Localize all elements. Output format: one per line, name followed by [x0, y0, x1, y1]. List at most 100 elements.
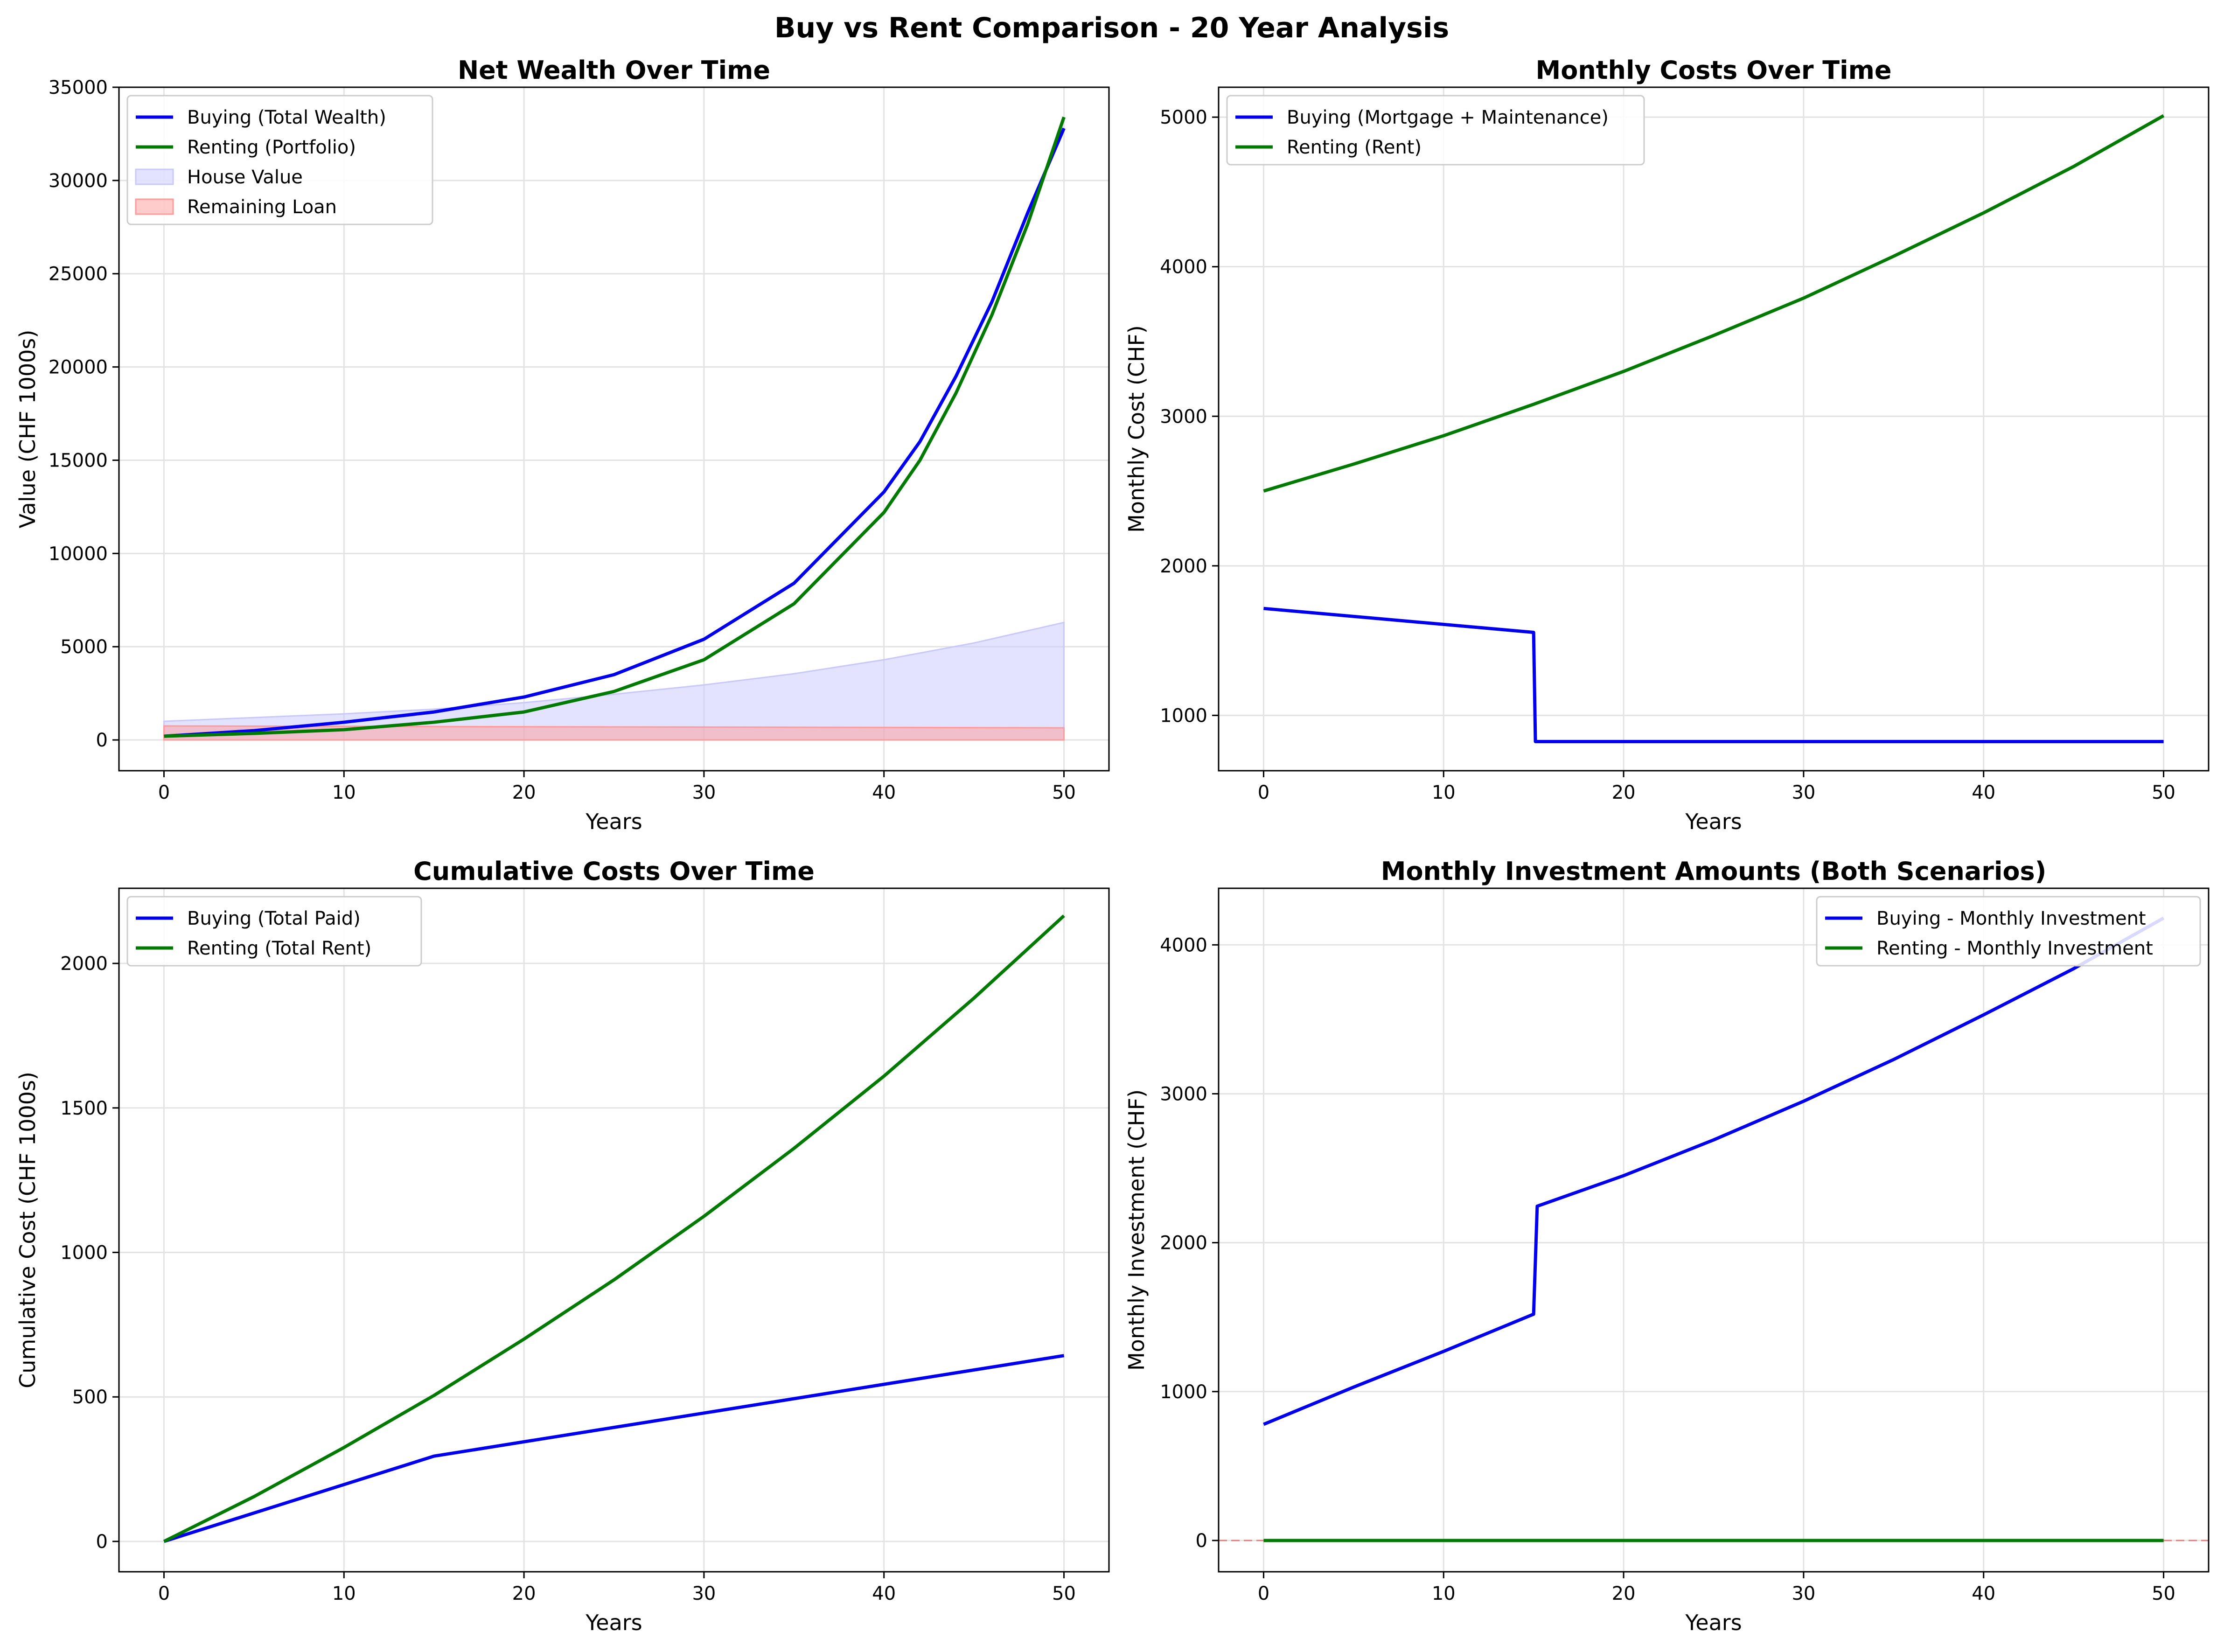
cumulative-costs-axes-frame: [118, 887, 1110, 1573]
cumulative-costs-xlabel: Years: [585, 1610, 642, 1635]
monthly-costs-xtick-label: 10: [1432, 782, 1456, 803]
net-wealth-ytick-label: 20000: [49, 357, 108, 378]
monthly-investment-title: Monthly Investment Amounts (Both Scenari…: [1381, 857, 2047, 886]
monthly-investment-xtick-label: 50: [2152, 1583, 2175, 1604]
net-wealth-legend-label: Buying (Total Wealth): [187, 107, 386, 128]
cumulative-costs-legend: Buying (Total Paid) Renting (Total Rent): [126, 896, 422, 967]
monthly-costs-ytick-label: 3000: [1160, 406, 1207, 427]
net-wealth-ytick-label: 30000: [49, 170, 108, 192]
net-wealth-xtick-label: 10: [332, 782, 356, 803]
net-wealth-ytick-label: 5000: [60, 636, 108, 658]
monthly-investment-xtick-label: 0: [1258, 1583, 1269, 1604]
cumulative-costs-ytick-label: 2000: [60, 953, 108, 975]
cumulative-costs-ylabel: Cumulative Cost (CHF 1000s): [15, 1072, 40, 1388]
figure-suptitle: Buy vs Rent Comparison - 20 Year Analysi…: [774, 12, 1449, 44]
net-wealth-line-buying-total-wealth-: [164, 127, 1066, 738]
monthly-costs-legend-label: Buying (Mortgage + Maintenance): [1287, 107, 1609, 128]
net-wealth-legend: Buying (Total Wealth) Renting (Portfolio)…: [126, 95, 433, 225]
cumulative-costs-ytick-label: 500: [72, 1387, 108, 1408]
monthly-investment-plot-area: [1219, 916, 2209, 1542]
monthly-investment-ytick-label: 1000: [1160, 1381, 1207, 1403]
net-wealth-ylabel: Value (CHF 1000s): [15, 330, 40, 529]
net-wealth-xlabel: Years: [585, 809, 642, 834]
cumulative-costs-ytick-label: 0: [96, 1531, 108, 1553]
monthly-investment-ytick-label: 0: [1196, 1530, 1207, 1552]
monthly-investment-xtick-label: 20: [1612, 1583, 1636, 1604]
monthly-investment-xlabel: Years: [1685, 1610, 1742, 1635]
cumulative-costs-title: Cumulative Costs Over Time: [413, 857, 815, 886]
net-wealth-ytick-label: 10000: [49, 543, 108, 565]
cumulative-costs-xtick-label: 10: [332, 1583, 356, 1604]
monthly-costs-panel: 0 10 20 30 40 50 1000 2000 3000 4000 5000 Monthly C…: [1124, 56, 2210, 834]
monthly-costs-legend: Buying (Mortgage + Maintenance) Renting (…: [1226, 95, 1645, 166]
monthly-investment-xtick-label: 30: [1792, 1583, 1815, 1604]
cumulative-costs-xtick-label: 30: [692, 1583, 716, 1604]
monthly-costs-xlabel: Years: [1685, 809, 1742, 834]
net-wealth-title: Net Wealth Over Time: [458, 56, 770, 85]
net-wealth-legend-box: [126, 95, 433, 225]
net-wealth-xtick-label: 30: [692, 782, 716, 803]
monthly-costs-ylabel: Monthly Cost (CHF): [1124, 325, 1149, 533]
net-wealth-xtick-label: 40: [872, 782, 896, 803]
net-wealth-panel: 0 10 20 30 40 50 0 5000 10000 15000 20000 25000 3000…: [15, 56, 1110, 834]
cumulative-costs-line-renting-total-rent-: [163, 914, 1065, 1543]
net-wealth-xtick-label: 20: [512, 782, 536, 803]
cumulative-costs-legend-label: Renting (Total Rent): [187, 938, 371, 959]
monthly-investment-xtick-label: 10: [1432, 1583, 1456, 1604]
monthly-investment-legend-box: [1816, 896, 2201, 967]
net-wealth-legend-label: Renting (Portfolio): [187, 137, 356, 158]
monthly-costs-ytick-label: 4000: [1160, 257, 1207, 278]
monthly-investment-ytick-label: 3000: [1160, 1083, 1207, 1105]
monthly-costs-xtick-label: 50: [2152, 782, 2175, 803]
monthly-investment-legend-label: Renting - Monthly Investment: [1876, 938, 2153, 959]
net-wealth-legend-label: Remaining Loan: [187, 196, 337, 218]
monthly-costs-axes-frame: [1218, 86, 2210, 772]
monthly-costs-xtick-label: 30: [1792, 782, 1815, 803]
monthly-investment-ytick-label: 2000: [1160, 1233, 1207, 1254]
net-wealth-area-remaining-loan: [163, 725, 1065, 741]
monthly-costs-xtick-label: 0: [1258, 782, 1269, 803]
monthly-costs-xtick-label: 20: [1612, 782, 1636, 803]
cumulative-costs-xtick-label: 20: [512, 1583, 536, 1604]
monthly-costs-line-buying-mortgage-maintenance-: [1263, 606, 2164, 743]
net-wealth-area-house-value: [163, 621, 1065, 741]
net-wealth-ytick-label: 35000: [49, 77, 108, 98]
net-wealth-legend-swatch: [135, 168, 174, 185]
monthly-costs-ytick-label: 2000: [1160, 556, 1207, 577]
monthly-costs-legend-label: Renting (Rent): [1287, 137, 1422, 158]
net-wealth-ytick-label: 25000: [49, 264, 108, 285]
net-wealth-plot-area: [163, 116, 1066, 741]
cumulative-costs-ytick-label: 1000: [60, 1242, 108, 1264]
net-wealth-ytick-label: 0: [96, 730, 108, 751]
cumulative-costs-ytick-label: 1500: [60, 1098, 108, 1119]
monthly-investment-ytick-label: 4000: [1160, 934, 1207, 956]
monthly-investment-xtick-label: 40: [1972, 1583, 1995, 1604]
cumulative-costs-legend-label: Buying (Total Paid): [187, 908, 361, 929]
net-wealth-xtick-label: 50: [1052, 782, 1076, 803]
monthly-investment-legend-label: Buying - Monthly Investment: [1876, 908, 2146, 929]
net-wealth-ytick-label: 15000: [49, 450, 108, 471]
net-wealth-xtick-label: 0: [158, 782, 170, 803]
net-wealth-axes-frame: [118, 86, 1110, 772]
monthly-costs-plot-area: [1263, 114, 2165, 743]
net-wealth-legend-swatch: [135, 198, 174, 215]
monthly-costs-xtick-label: 40: [1972, 782, 1995, 803]
cumulative-costs-line-buying-total-paid-: [163, 1354, 1065, 1543]
monthly-investment-legend: Buying - Monthly Investment Renting - Mon…: [1816, 896, 2201, 967]
cumulative-costs-legend-box: [126, 896, 422, 967]
monthly-costs-ytick-label: 5000: [1160, 107, 1207, 128]
cumulative-costs-xtick-label: 0: [158, 1583, 170, 1604]
net-wealth-line-renting-portfolio-: [164, 116, 1066, 738]
net-wealth-legend-label: House Value: [187, 167, 303, 188]
monthly-costs-line-renting-rent-: [1263, 114, 2165, 493]
monthly-costs-legend-box: [1226, 95, 1645, 166]
monthly-costs-title: Monthly Costs Over Time: [1535, 56, 1891, 85]
monthly-investment-axes-frame: [1218, 887, 2210, 1573]
monthly-investment-line-buying-monthly-investment: [1263, 916, 2165, 1426]
monthly-investment-panel: 0 10 20 30 40 50 0 1000 2000 3000 4000 Monthly Inve…: [1124, 857, 2210, 1635]
monthly-investment-ylabel: Monthly Investment (CHF): [1124, 1089, 1149, 1371]
cumulative-costs-plot-area: [163, 914, 1065, 1543]
